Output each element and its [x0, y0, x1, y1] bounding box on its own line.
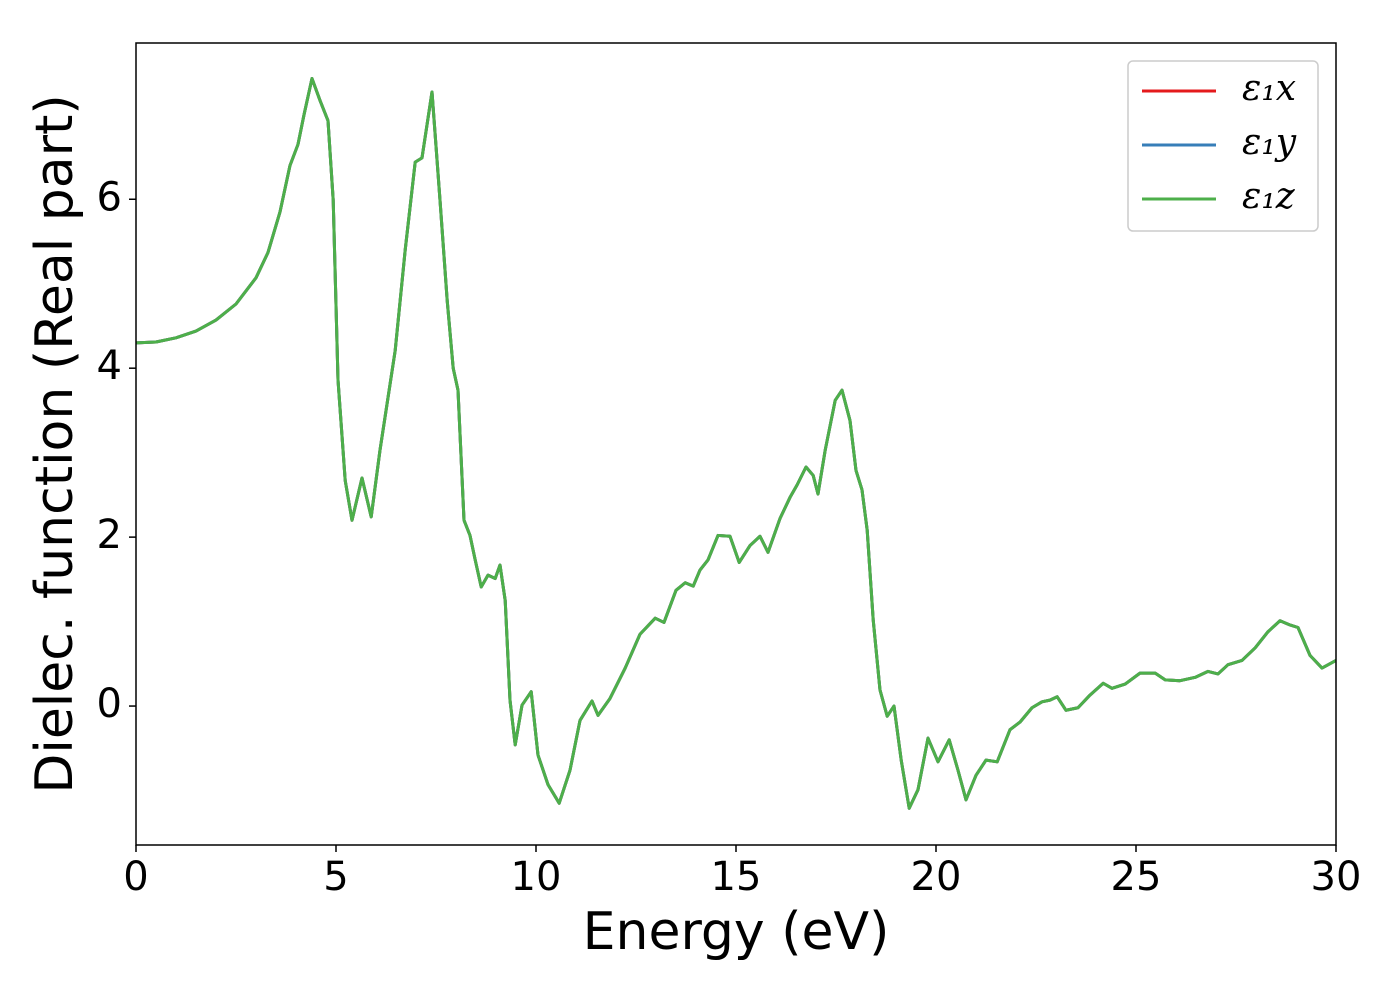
x-tick-label: 25 [1111, 854, 1162, 900]
x-axis-label: Energy (eV) [583, 902, 890, 962]
legend-box [1127, 60, 1319, 232]
y-axis-label: Dielec. function (Real part) [25, 94, 85, 793]
x-tick-label: 15 [711, 854, 762, 900]
legend-label: ε₁x [1242, 68, 1296, 109]
y-tick-label: 0 [97, 681, 122, 727]
y-tick-label: 2 [97, 512, 122, 558]
x-tick-label: 0 [123, 854, 148, 900]
x-tick-label: 10 [511, 854, 562, 900]
legend-label: ε₁z [1242, 176, 1296, 217]
x-tick-label: 20 [911, 854, 962, 900]
y-tick-label: 6 [97, 174, 122, 220]
legend-label: ε₁y [1242, 122, 1297, 163]
x-tick-label: 30 [1311, 854, 1362, 900]
plot-frame [135, 42, 1337, 846]
y-tick-label: 4 [97, 343, 122, 389]
x-tick-label: 5 [323, 854, 348, 900]
line [136, 76, 1336, 810]
